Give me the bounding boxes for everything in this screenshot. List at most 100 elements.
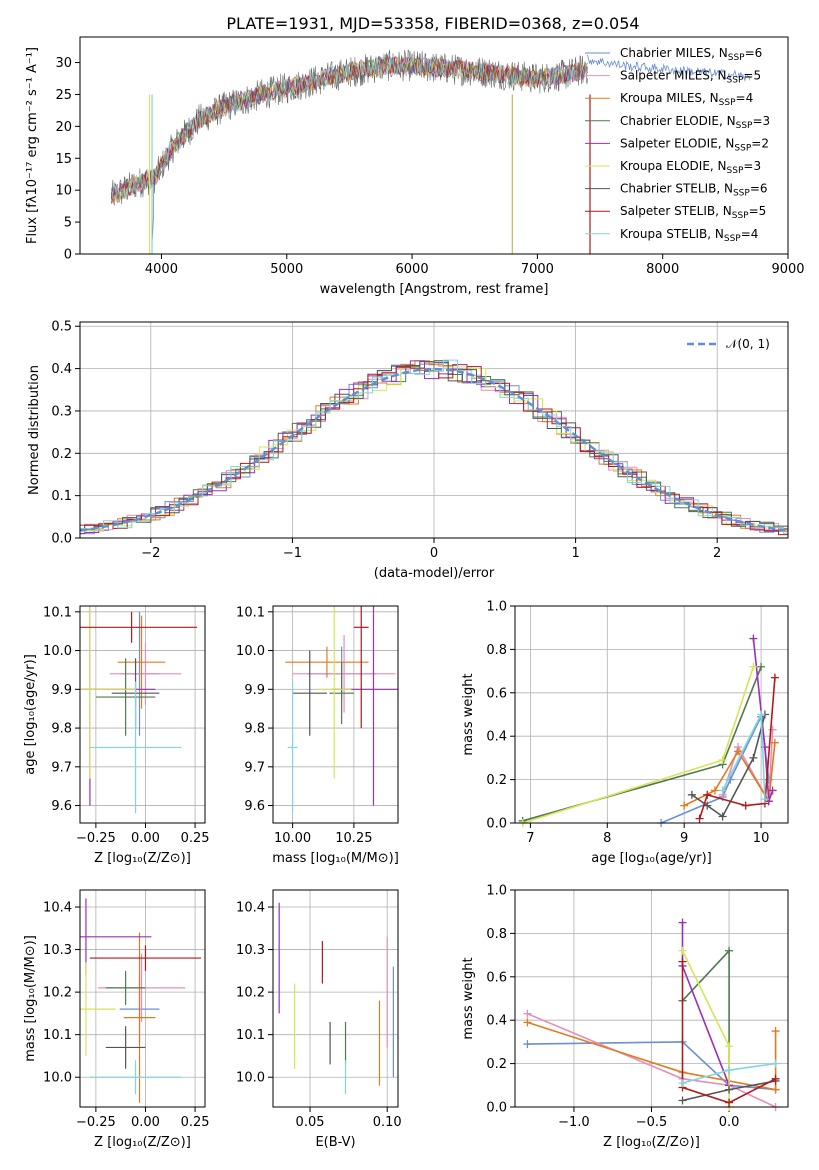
spectrum-xlabel: wavelength [Angstrom, rest frame] <box>320 282 549 297</box>
weight-vs-Z-marker <box>771 1059 780 1068</box>
weight-vs-age-axes: 7 8 9 10 0.0 0.2 0.4 0.6 0.8 1.0 age [log₁₀(age/yr… <box>461 600 788 866</box>
spectrum-legend-label: Kroupa ELODIE, NSSP=3 <box>620 159 761 176</box>
spectrum-ytick-label: 10 <box>55 184 72 199</box>
weight-vs-Z-marker <box>523 1018 532 1027</box>
weight-vs-Z-marker <box>725 1098 734 1107</box>
mass-vs-EBV-ytick-label: 10.4 <box>236 901 265 916</box>
mass-vs-Z-ytick-label: 10.3 <box>43 943 72 958</box>
age-vs-mass-xtick-label: 10.25 <box>335 831 372 846</box>
weight-vs-Z-marker <box>678 1079 687 1088</box>
age-vs-mass-xlabel: mass [log₁₀(M/M⊙)] <box>272 851 399 866</box>
spectrum-model-line <box>110 56 588 200</box>
weight-vs-age-ytick-label: 0.0 <box>486 817 507 832</box>
weight-vs-age-ytick-label: 0.6 <box>486 686 507 701</box>
weight-vs-age-marker <box>757 662 766 671</box>
weight-vs-age-marker <box>768 786 777 795</box>
mass-vs-Z-ytick-label: 10.0 <box>43 1071 72 1086</box>
weight-vs-Z-marker <box>523 1040 532 1049</box>
spectrum-model-line <box>110 56 588 200</box>
mass-vs-EBV-axes: 0.05 0.10 10.0 10.1 10.2 10.3 10.4 E(B-V) <box>236 890 402 1150</box>
spectrum-extension-line <box>587 54 751 82</box>
spectrum-legend-label: Salpeter STELIB, NSSP=5 <box>620 204 766 221</box>
figure-title: PLATE=1931, MJD=53358, FIBERID=0368, z=0… <box>226 14 639 33</box>
weight-vs-Z-marker <box>771 1074 780 1083</box>
spectrum-ylabel: Flux [fλ10⁻¹⁷ erg cm⁻² s⁻¹ A⁻¹] <box>25 47 40 244</box>
weight-vs-Z-ylabel: mass weight <box>461 957 476 1039</box>
age-vs-mass-xtick-label: 10.00 <box>274 831 311 846</box>
spectrum-xtick-label: 9000 <box>771 262 804 277</box>
weight-vs-age-marker <box>710 786 719 795</box>
weight-vs-age-marker <box>770 738 779 747</box>
mass-vs-Z-ytick-label: 10.4 <box>43 901 72 916</box>
spectrum-legend-label: Salpeter ELODIE, NSSP=2 <box>620 136 769 153</box>
weight-vs-age-marker <box>718 756 727 765</box>
weight-vs-age-marker <box>680 801 689 810</box>
spectrum-xtick-label: 4000 <box>145 262 178 277</box>
age-vs-Z-ytick-label: 9.8 <box>51 722 72 737</box>
weight-vs-Z-marker <box>725 1085 734 1094</box>
mass-vs-Z-ylabel: mass [log₁₀(M/M⊙)] <box>23 935 38 1062</box>
spectrum-frame <box>79 36 789 255</box>
weight-vs-age-xtick-label: 9 <box>680 831 688 846</box>
residuals-xtick-label: −2 <box>141 546 160 561</box>
mass-vs-Z-ytick-label: 10.1 <box>43 1028 72 1043</box>
residuals-histogram-step <box>80 359 788 534</box>
spectrum-legend-label: Chabrier ELODIE, NSSP=3 <box>620 114 770 131</box>
weight-vs-age-marker <box>749 662 758 671</box>
mass-vs-EBV-xtick-label: 0.05 <box>296 1115 325 1130</box>
weight-vs-Z-ytick-label: 0.0 <box>486 1101 507 1116</box>
age-vs-mass-frame <box>272 605 399 824</box>
age-vs-mass-ytick-label: 10.0 <box>236 644 265 659</box>
mass-vs-Z-frame <box>79 889 206 1108</box>
age-vs-Z-frame <box>79 605 206 824</box>
residuals-ytick-label: 0.1 <box>51 489 72 504</box>
weight-vs-Z-ytick-label: 0.2 <box>486 1057 507 1072</box>
weight-vs-Z-series-line <box>681 922 730 1086</box>
mass-vs-Z-xtick-label: 0.00 <box>131 1115 160 1130</box>
spectrum-ytick-label: 5 <box>64 216 72 231</box>
residuals-xtick-label: −1 <box>283 546 302 561</box>
spectrum-ytick-label: 20 <box>55 120 72 135</box>
age-vs-mass-ytick-label: 9.9 <box>244 683 265 698</box>
spectrum-legend-label: Chabrier MILES, NSSP=6 <box>620 46 762 63</box>
mass-vs-EBV-frame <box>272 889 399 1108</box>
residuals-histogram-step <box>80 361 788 531</box>
mass-vs-EBV-ytick-label: 10.3 <box>236 943 265 958</box>
weight-vs-age-marker <box>741 801 750 810</box>
mass-vs-EBV-ytick-label: 10.2 <box>236 986 265 1001</box>
weight-vs-age-xtick-label: 10 <box>753 831 770 846</box>
age-vs-Z-ytick-label: 9.7 <box>51 760 72 775</box>
weight-vs-age-marker <box>757 710 766 719</box>
weight-vs-age-xlabel: age [log₁₀(age/yr)] <box>591 851 712 866</box>
weight-vs-Z-marker <box>725 1066 734 1075</box>
residuals-xtick-label: 1 <box>571 546 579 561</box>
residuals-ytick-label: 0.3 <box>51 404 72 419</box>
weight-vs-age-marker <box>768 725 777 734</box>
residuals-ytick-label: 0.2 <box>51 447 72 462</box>
spectrum-ytick-label: 0 <box>64 248 72 263</box>
mass-vs-EBV-ytick-label: 10.1 <box>236 1028 265 1043</box>
mass-vs-EBV-ytick-label: 10.0 <box>236 1071 265 1086</box>
mass-vs-Z-xtick-label: −0.25 <box>76 1115 116 1130</box>
weight-vs-age-marker <box>687 790 696 799</box>
spectrum-legend-label: Kroupa STELIB, NSSP=4 <box>620 227 758 244</box>
residuals-xtick-label: 2 <box>713 546 721 561</box>
spectrum-ytick-label: 15 <box>55 152 72 167</box>
mass-vs-Z-xlabel: Z [log₁₀(Z/Z⊙)] <box>94 1135 191 1150</box>
weight-vs-age-marker <box>718 786 727 795</box>
weight-vs-Z-frame <box>514 889 789 1108</box>
weight-vs-Z-series-line <box>527 1041 776 1091</box>
weight-vs-age-ytick-label: 0.8 <box>486 643 507 658</box>
weight-vs-Z-axes: −1.0 −0.5 0.0 0.0 0.2 0.4 0.6 0.8 1.0 Z [log₁₀(Z/… <box>461 884 788 1150</box>
weight-vs-age-ytick-label: 0.2 <box>486 773 507 788</box>
spectrum-xtick-label: 7000 <box>521 262 554 277</box>
residuals-xtick-label: 0 <box>430 546 438 561</box>
weight-vs-Z-marker <box>725 1042 734 1051</box>
residuals-histogram-step <box>80 360 788 535</box>
weight-vs-Z-marker <box>725 946 734 955</box>
weight-vs-age-marker <box>749 634 758 643</box>
age-vs-mass-axes: 10.00 10.25 9.6 9.7 9.8 9.9 10.0 10.1 mass [log₁… <box>236 605 399 866</box>
weight-vs-age-ytick-label: 0.4 <box>486 730 507 745</box>
weight-vs-age-xtick-label: 7 <box>526 831 534 846</box>
weight-vs-Z-marker <box>678 1096 687 1105</box>
